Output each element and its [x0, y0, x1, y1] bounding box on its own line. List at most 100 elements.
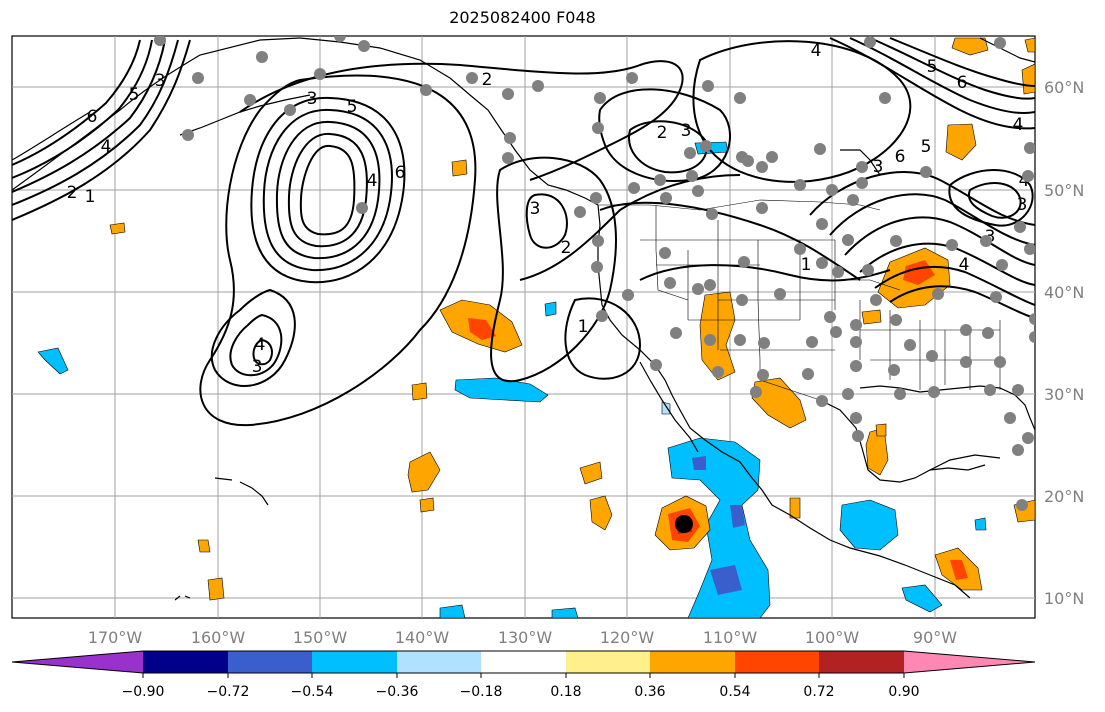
colorbar-segment — [228, 651, 312, 673]
station-marker — [706, 208, 718, 220]
station-marker — [990, 291, 1002, 303]
station-marker — [650, 359, 662, 371]
station-marker — [926, 350, 938, 362]
station-marker — [628, 182, 640, 194]
longitude-label: 100°W — [805, 628, 860, 647]
contour-label: 1 — [801, 255, 812, 275]
station-marker — [502, 152, 514, 164]
station-marker — [704, 334, 716, 346]
colorbar-tick-label: −0.18 — [460, 684, 503, 700]
anomaly-patch — [692, 456, 706, 470]
station-marker — [852, 430, 864, 442]
contour-label: 4 — [811, 41, 822, 61]
anomaly-patch — [207, 577, 225, 601]
contour-label: 4 — [1019, 171, 1030, 191]
station-marker — [742, 155, 754, 167]
contour-label: 2 — [561, 238, 572, 258]
station-marker — [592, 122, 604, 134]
contour-label: 5 — [921, 137, 932, 157]
anomaly-patch — [589, 495, 613, 531]
station-marker — [826, 184, 838, 196]
station-marker — [734, 334, 746, 346]
anomaly-patch — [945, 123, 977, 161]
station-marker — [1012, 444, 1024, 456]
contour-label: 4 — [101, 137, 112, 157]
colorbar-tick-label: −0.54 — [291, 684, 334, 700]
contour-label: 3 — [155, 71, 166, 91]
anomaly-patch — [901, 584, 943, 613]
contour-labels: 654321235643432112345645634343 — [67, 41, 1030, 377]
colorbar-tick-label: −0.72 — [207, 684, 250, 700]
colorbar-tick-labels: −0.90 −0.72 −0.54 −0.36 −0.18 0.18 0.36 0.54 0.7… — [122, 673, 920, 700]
colorbar-tick-label: 0.18 — [550, 684, 581, 700]
plot-title: 2025082400 F048 — [449, 8, 596, 27]
station-marker — [794, 179, 806, 191]
station-marker — [850, 412, 862, 424]
latitude-label: 30°N — [1044, 385, 1084, 404]
contour-label: 1 — [578, 317, 589, 337]
station-marker — [192, 72, 204, 84]
station-marker — [692, 283, 704, 295]
station-marker — [774, 288, 786, 300]
station-marker — [994, 37, 1006, 49]
latitude-label: 20°N — [1044, 487, 1084, 506]
colorbar-tick-label: −0.36 — [376, 684, 419, 700]
station-marker — [980, 235, 992, 247]
longitude-label: 170°W — [88, 628, 143, 647]
anomaly-patch — [468, 318, 496, 340]
station-marker — [946, 239, 958, 251]
station-marker — [894, 388, 906, 400]
anomaly-patch — [667, 437, 771, 618]
station-marker — [920, 166, 932, 178]
station-marker — [982, 327, 994, 339]
station-marker — [864, 36, 876, 48]
contour-label: 5 — [129, 85, 140, 105]
station-marker — [850, 336, 862, 348]
colorbar-segment — [650, 651, 735, 673]
contour-label: 1 — [85, 187, 96, 207]
contour-label: 3 — [530, 199, 541, 219]
longitude-label: 140°W — [395, 628, 450, 647]
station-marker — [591, 261, 603, 273]
station-marker — [757, 369, 769, 381]
contour-label: 3 — [681, 121, 692, 141]
station-marker — [660, 192, 672, 204]
station-marker — [314, 68, 326, 80]
anomaly-patch — [710, 565, 742, 595]
station-marker — [984, 384, 996, 396]
anomaly-patch — [875, 423, 887, 437]
station-marker — [684, 147, 696, 159]
longitude-label: 110°W — [703, 628, 758, 647]
station-marker — [847, 194, 859, 206]
colorbar-tick-label: 0.72 — [803, 684, 834, 700]
station-marker — [1016, 499, 1028, 511]
station-marker — [182, 129, 194, 141]
colorbar-extend-max — [904, 651, 1035, 673]
contour-label: 6 — [395, 163, 406, 183]
colorbar-tick-label: −0.90 — [122, 684, 165, 700]
station-marker — [904, 339, 916, 351]
station-marker — [994, 356, 1006, 368]
station-marker — [420, 84, 432, 96]
station-marker — [284, 104, 296, 116]
contour-label: 5 — [927, 57, 938, 77]
anomaly-patch — [407, 451, 441, 493]
station-marker — [736, 294, 748, 306]
station-marker — [704, 279, 716, 291]
anomaly-patch — [751, 377, 807, 429]
station-marker — [466, 72, 478, 84]
station-marker — [1024, 243, 1035, 255]
station-marker — [816, 218, 828, 230]
anomaly-patch — [37, 347, 69, 375]
longitude-label: 90°W — [913, 628, 957, 647]
colorbar — [11, 650, 1036, 674]
station-marker — [1029, 313, 1035, 325]
anomaly-patch — [544, 301, 557, 317]
longitude-label: 120°W — [600, 628, 655, 647]
storm-center-marker — [675, 515, 693, 533]
station-marker — [814, 143, 826, 155]
station-marker — [824, 311, 836, 323]
station-marker — [794, 243, 806, 255]
station-marker — [626, 72, 638, 84]
station-marker — [1029, 331, 1035, 343]
